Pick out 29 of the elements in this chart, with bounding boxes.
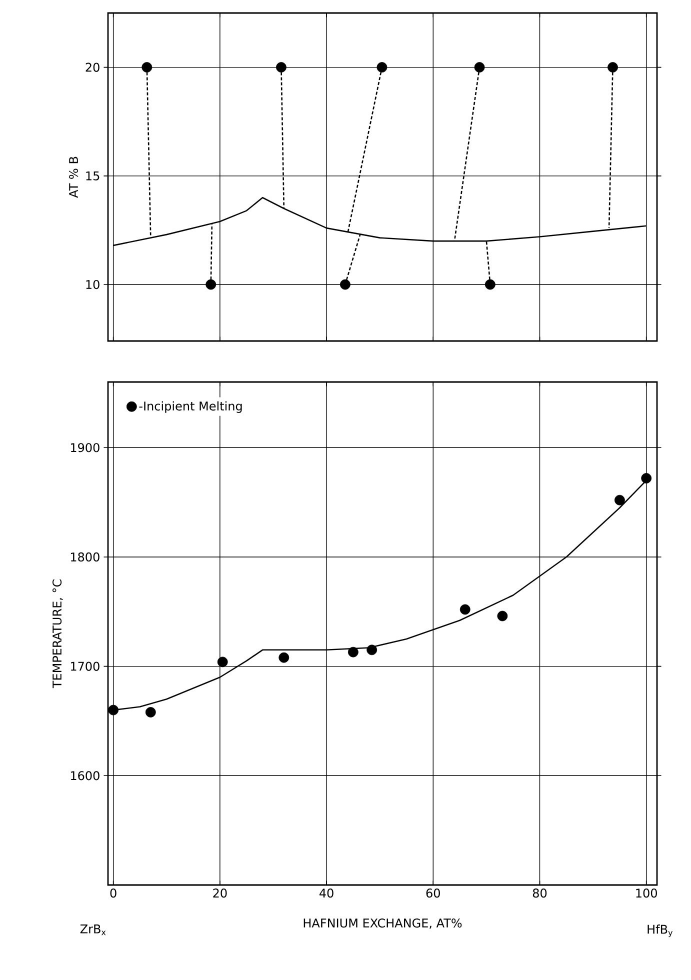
point: [366, 644, 378, 656]
point: [614, 494, 625, 506]
y-tick-label: 1600: [70, 771, 100, 780]
x-axis-title: HAFNIUM EXCHANGE, AT%: [304, 918, 462, 929]
text: ZrB$_{x}$: [80, 924, 106, 936]
point: [217, 656, 228, 668]
x-tick-label: 100: [636, 888, 657, 898]
text: HfB$_{y}$: [648, 924, 673, 938]
x-tick-label: 0: [110, 888, 116, 898]
point: [348, 646, 358, 658]
point: [145, 707, 156, 718]
point: [497, 610, 508, 622]
point: [108, 704, 119, 716]
y-tick-label: 1800: [70, 552, 100, 562]
y-tick-label: 1900: [70, 443, 100, 452]
legend-label: -Incipient Melting: [139, 401, 242, 413]
point: [641, 473, 652, 484]
y-axis-title: TEMPERATURE, °C: [52, 580, 63, 688]
y-tick-label: 10: [86, 280, 100, 290]
x-tick-label: 40: [319, 888, 334, 898]
y-tick-label: 15: [86, 171, 100, 180]
x-tick-label: 20: [213, 888, 227, 898]
y-axis-title: AT % B: [68, 156, 78, 198]
y-tick-label: 1700: [70, 662, 100, 671]
x-tick-label: 80: [532, 888, 547, 898]
x-tick-label: 60: [426, 888, 440, 898]
y-tick-label: 20: [86, 62, 100, 72]
point: [460, 604, 470, 615]
point: [278, 652, 290, 663]
